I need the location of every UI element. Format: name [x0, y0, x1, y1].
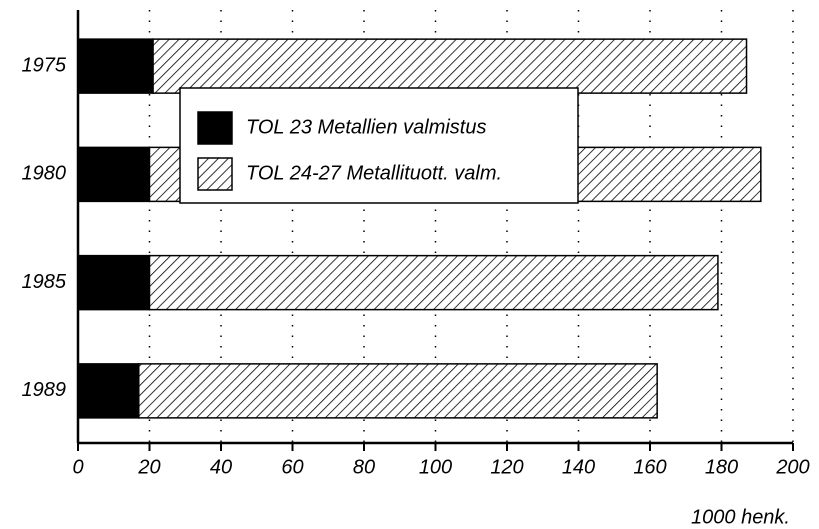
legend-swatch — [197, 111, 233, 145]
x-tick-label: 40 — [210, 456, 232, 478]
x-tick-label: 80 — [353, 456, 375, 478]
x-axis-label: 1000 henk. — [691, 506, 790, 528]
x-tick-label: 160 — [633, 456, 666, 478]
legend-swatch — [197, 157, 233, 191]
x-tick-label: 200 — [775, 456, 809, 478]
bar-segment — [148, 254, 719, 311]
y-tick-label: 1985 — [22, 271, 67, 293]
bar-segment — [77, 146, 151, 203]
x-tick-label: 60 — [281, 456, 303, 478]
bar-segment — [77, 363, 140, 419]
legend-label: TOL 24-27 Metallituott. valm. — [246, 162, 502, 184]
x-tick-label: 20 — [137, 456, 160, 478]
legend-box — [179, 87, 579, 204]
legend-label: TOL 23 Metallien valmistus — [246, 116, 486, 138]
y-tick-label: 1975 — [22, 54, 67, 76]
bar-segment — [138, 363, 658, 419]
y-tick-label: 1989 — [22, 379, 67, 401]
x-tick-label: 140 — [562, 456, 595, 478]
bar-segment — [77, 254, 151, 311]
x-tick-label: 180 — [705, 456, 738, 478]
x-tick-label: 0 — [72, 456, 83, 478]
bar-segment — [77, 38, 154, 94]
x-tick-label: 100 — [419, 456, 452, 478]
x-tick-label: 120 — [490, 456, 523, 478]
legend: TOL 23 Metallien valmistus TOL 24-27 Meta… — [179, 87, 579, 204]
bar-segment — [152, 38, 748, 94]
y-tick-label: 1980 — [22, 163, 67, 185]
